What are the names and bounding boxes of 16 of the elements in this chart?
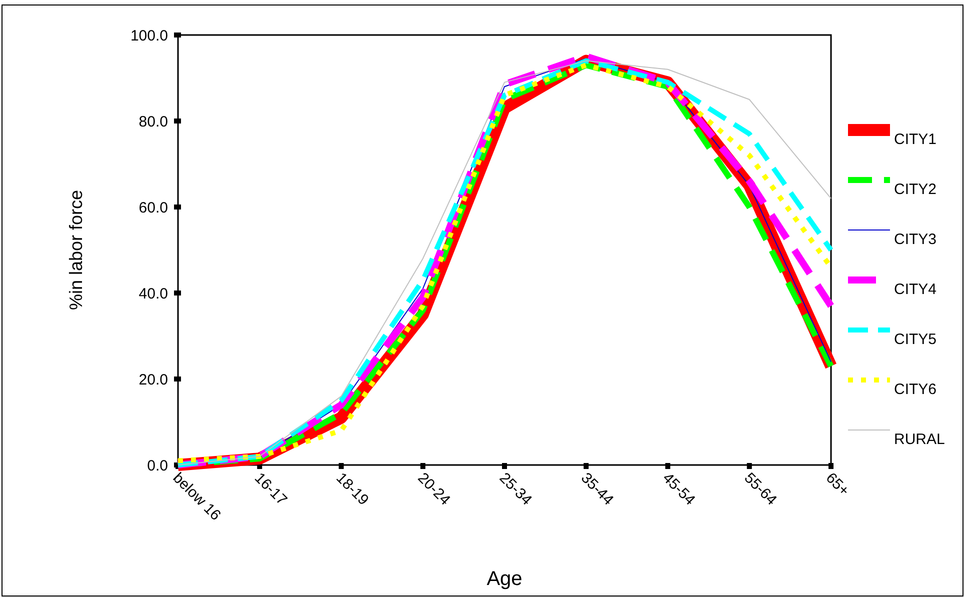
y-axis-title: %in labor force: [66, 190, 86, 310]
y-tick-label: 40.0: [138, 285, 168, 302]
y-tick-label: 100.0: [130, 27, 168, 44]
y-tick-label: 60.0: [138, 199, 168, 216]
y-tick-label: 0.0: [147, 457, 168, 474]
y-tick-label: 80.0: [138, 113, 168, 130]
legend-label: CITY6: [894, 381, 937, 398]
legend-label: RURAL: [894, 431, 945, 448]
legend-label: CITY4: [894, 281, 937, 298]
legend-label: CITY2: [894, 181, 937, 198]
y-tick-label: 20.0: [138, 371, 168, 388]
legend-label: CITY3: [894, 231, 937, 248]
x-axis-title: Age: [486, 568, 522, 590]
legend-label: CITY5: [894, 331, 937, 348]
x-tick-label: 65+: [822, 470, 853, 500]
legend-label: CITY1: [894, 131, 937, 148]
